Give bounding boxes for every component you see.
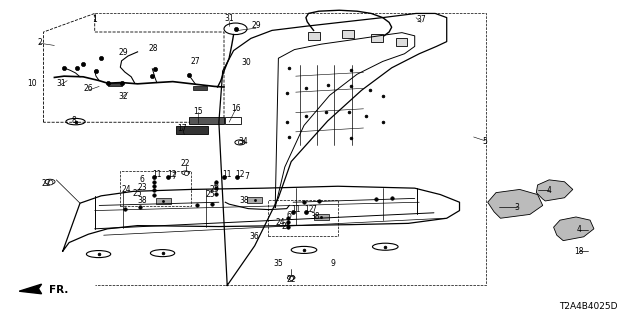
- Text: 35: 35: [273, 260, 284, 268]
- Text: 22: 22: [181, 159, 190, 168]
- Text: 25: 25: [282, 222, 292, 231]
- Text: 11: 11: [291, 205, 300, 214]
- Text: 38: 38: [239, 196, 250, 204]
- Text: 7: 7: [244, 172, 249, 181]
- Text: 26: 26: [83, 84, 93, 93]
- Text: 36: 36: [250, 232, 260, 241]
- Text: 3: 3: [515, 203, 520, 212]
- Bar: [268, 200, 338, 236]
- Text: 12: 12: [304, 205, 313, 214]
- Text: 4: 4: [577, 225, 582, 234]
- Text: T2A4B4025D: T2A4B4025D: [559, 302, 618, 311]
- Text: 18: 18: [575, 247, 584, 256]
- Bar: [314, 214, 329, 220]
- Text: 9: 9: [330, 259, 335, 268]
- Text: 11: 11: [152, 170, 161, 179]
- Bar: [247, 197, 262, 203]
- Text: 6: 6: [214, 181, 219, 190]
- Text: 29: 29: [118, 48, 128, 57]
- Bar: [176, 126, 208, 134]
- Text: 31: 31: [224, 14, 234, 23]
- Text: 32: 32: [118, 92, 128, 100]
- Bar: [342, 30, 354, 38]
- Text: 12: 12: [236, 170, 244, 179]
- Bar: [120, 171, 191, 206]
- Bar: [189, 117, 224, 124]
- Text: 28: 28: [149, 44, 158, 53]
- Text: 15: 15: [193, 107, 204, 116]
- Bar: [193, 86, 207, 90]
- Text: 6: 6: [287, 212, 292, 220]
- Text: 24: 24: [275, 218, 285, 227]
- Bar: [108, 83, 122, 86]
- Text: 11: 11: [223, 170, 232, 179]
- Text: 17: 17: [177, 124, 188, 132]
- Text: 30: 30: [241, 58, 252, 67]
- Text: 31: 31: [56, 79, 66, 88]
- Text: 38: 38: [310, 212, 320, 221]
- Bar: [156, 198, 171, 204]
- Text: 7: 7: [172, 172, 177, 181]
- Polygon shape: [554, 217, 594, 241]
- Text: 23: 23: [137, 183, 147, 192]
- Text: FR.: FR.: [49, 284, 68, 295]
- Text: 34: 34: [238, 137, 248, 146]
- Text: 4: 4: [547, 186, 552, 195]
- Text: 27: 27: [190, 57, 200, 66]
- Text: 2: 2: [37, 38, 42, 47]
- Polygon shape: [19, 284, 42, 294]
- Text: 22: 22: [287, 275, 296, 284]
- Text: 38: 38: [137, 196, 147, 205]
- Text: 16: 16: [230, 104, 241, 113]
- Text: 10: 10: [27, 79, 37, 88]
- Text: 22: 22: [42, 179, 51, 188]
- Bar: [308, 32, 320, 40]
- Polygon shape: [536, 180, 573, 201]
- Bar: [225, 117, 241, 124]
- Text: 5: 5: [483, 137, 488, 146]
- Polygon shape: [488, 189, 543, 218]
- Text: 8: 8: [71, 116, 76, 124]
- Text: 1: 1: [92, 15, 97, 24]
- Bar: [396, 38, 407, 46]
- Text: 12: 12: [167, 170, 176, 179]
- Text: 6: 6: [140, 175, 145, 184]
- Text: 23: 23: [209, 185, 220, 194]
- Text: 29: 29: [251, 21, 261, 30]
- Text: 7: 7: [311, 205, 316, 214]
- Text: 25: 25: [205, 190, 215, 199]
- Bar: [371, 34, 383, 42]
- Text: 25: 25: [132, 189, 143, 198]
- Text: 24: 24: [122, 185, 132, 194]
- Text: 37: 37: [416, 15, 426, 24]
